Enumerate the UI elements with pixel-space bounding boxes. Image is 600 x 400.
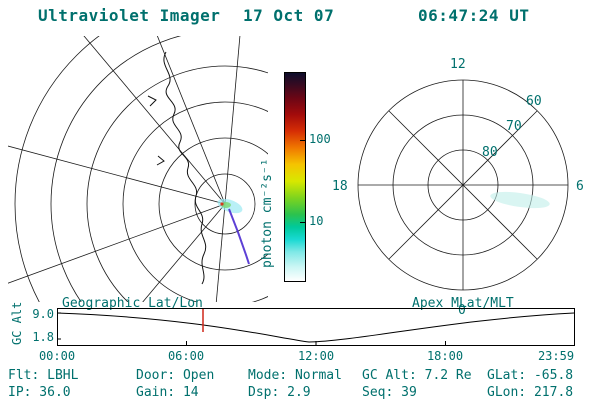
observation-time: 06:47:24 UT	[418, 6, 530, 25]
app-title: Ultraviolet Imager	[38, 6, 221, 25]
strip-ymin-label: 1.8	[32, 330, 54, 344]
xtick-1800: 18:00	[426, 349, 464, 363]
status-flt: Flt: LBHL	[8, 368, 79, 383]
status-door: Door: Open	[136, 368, 215, 383]
polar-grid	[357, 79, 569, 291]
geographic-map-panel	[8, 36, 268, 302]
status-seq: Seq: 39	[362, 385, 417, 400]
strip-ticks	[57, 312, 446, 345]
colorbar-units-label: photon cm⁻²s⁻¹	[260, 158, 275, 268]
apex-polar-panel: 12 18 6 0 60 70 80	[332, 57, 584, 318]
xtick-0000: 00:00	[38, 349, 76, 363]
auroral-emission-polar	[490, 191, 550, 209]
geographic-panel-caption: Geographic Lat/Lon	[62, 296, 203, 311]
status-mode: Mode: Normal	[248, 368, 342, 383]
status-ip: IP: 36.0	[8, 385, 71, 400]
colorbar-tick-label-100: 100	[309, 132, 331, 146]
strip-y-axis-title: GC Alt	[10, 301, 24, 345]
strip-ymax-label: 9.0	[32, 307, 54, 321]
mlt-label-12: 12	[450, 57, 466, 72]
status-gain: Gain: 14	[136, 385, 199, 400]
strip-frame	[57, 308, 575, 346]
xtick-1200: 12:00	[297, 349, 335, 363]
mlt-label-18: 18	[332, 179, 348, 194]
xtick-2359: 23:59	[537, 349, 575, 363]
colorbar-tick-label-10: 10	[309, 214, 324, 228]
satellite-track	[228, 208, 250, 265]
status-glon: GLon: 217.8	[487, 385, 574, 400]
colorbar-tick-100	[300, 140, 306, 141]
apex-panel-caption: Apex MLat/MLT	[412, 296, 514, 311]
altitude-strip-chart	[57, 308, 575, 346]
status-gc-alt: GC Alt: 7.2 Re	[362, 368, 472, 383]
latlon-grid	[8, 36, 268, 302]
auroral-emission-map	[217, 198, 250, 265]
altitude-curve	[57, 312, 575, 343]
mlat-label-80: 80	[482, 145, 498, 160]
colorbar-tick-10	[300, 222, 306, 223]
colorbar	[284, 72, 306, 282]
mlt-label-0: 0	[458, 303, 466, 318]
mlat-label-70: 70	[506, 119, 522, 134]
observation-date: 17 Oct 07	[243, 6, 335, 25]
mlt-label-6: 6	[576, 179, 584, 194]
status-dsp: Dsp: 2.9	[248, 385, 311, 400]
xtick-0600: 06:00	[167, 349, 205, 363]
antarctica-coastline	[147, 51, 207, 285]
status-glat: GLat: -65.8	[487, 368, 574, 383]
mlat-label-60: 60	[526, 94, 542, 109]
